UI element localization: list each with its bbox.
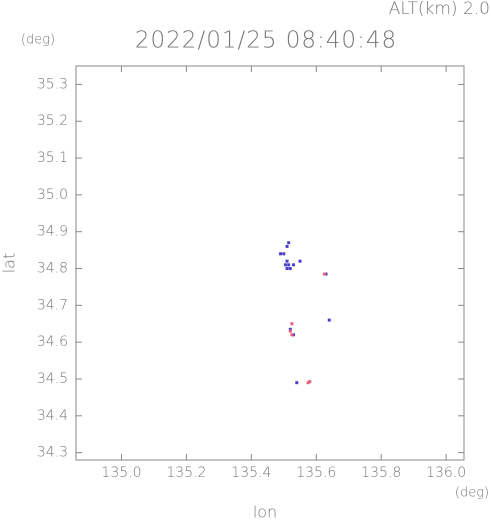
y-axis-label: lat <box>0 253 19 274</box>
point <box>287 263 291 267</box>
y-tick-label: 35.1 <box>37 150 68 166</box>
x-tick-label: 135.0 <box>101 465 141 481</box>
x-unit: (deg) <box>455 486 489 501</box>
x-tick-label: 135.6 <box>296 465 336 481</box>
point <box>287 241 291 245</box>
point <box>306 381 310 385</box>
y-tick-label: 35.2 <box>37 113 68 129</box>
point <box>308 380 312 384</box>
y-tick-label: 34.3 <box>37 445 68 461</box>
point <box>288 329 292 333</box>
point <box>322 272 326 276</box>
point <box>292 333 296 337</box>
y-tick-label: 34.4 <box>37 408 68 424</box>
point <box>279 252 283 256</box>
point <box>288 267 292 271</box>
x-tick-label: 135.4 <box>231 465 271 481</box>
point <box>290 322 294 326</box>
point <box>282 252 286 256</box>
point <box>288 327 292 331</box>
point <box>285 244 289 248</box>
x-axis-label: lon <box>253 503 277 521</box>
point <box>290 333 294 337</box>
x-tick-label: 135.8 <box>361 465 401 481</box>
y-tick-label: 35.3 <box>37 76 68 92</box>
y-tick-label: 34.6 <box>37 334 68 350</box>
y-tick-label: 34.7 <box>37 297 68 313</box>
y-tick-label: 34.8 <box>37 261 68 277</box>
chart-title: 2022/01/25 08:40:48 <box>135 28 397 54</box>
point <box>285 267 289 271</box>
y-tick-label: 34.9 <box>37 224 68 240</box>
point <box>295 381 299 385</box>
point <box>285 259 289 263</box>
x-tick-label: 136.0 <box>426 465 466 481</box>
point <box>327 318 331 322</box>
point <box>298 259 302 263</box>
annotation: ALT(km) 2.0 <box>389 0 490 19</box>
plot-frame <box>75 65 465 461</box>
point <box>283 263 287 267</box>
y-tick-label: 35.0 <box>37 187 68 203</box>
y-unit: (deg) <box>21 33 55 48</box>
point <box>292 263 296 267</box>
point <box>324 272 328 276</box>
x-tick-label: 135.2 <box>166 465 206 481</box>
y-tick-label: 34.5 <box>37 371 68 387</box>
